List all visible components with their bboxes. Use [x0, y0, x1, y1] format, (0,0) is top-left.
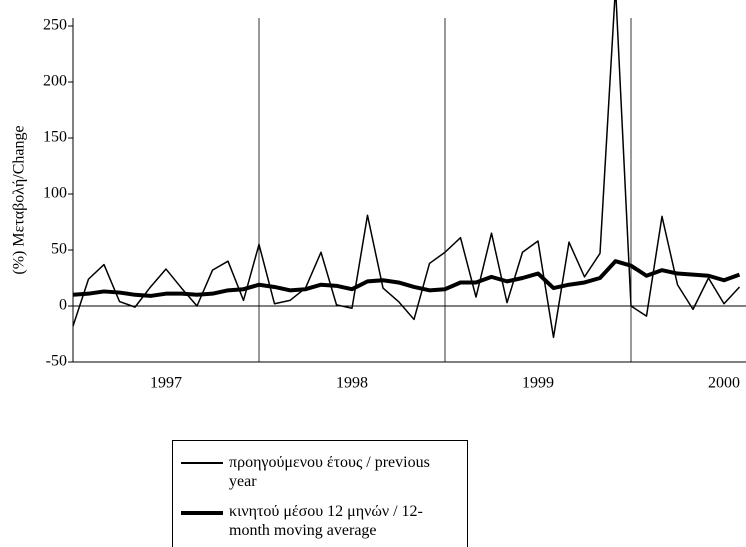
y-tick-label: 150 [43, 129, 67, 146]
legend-item: κινητού μέσου 12 μηνών / 12-month moving… [181, 502, 459, 540]
legend-label: προηγούμενου έτους / previous year [229, 454, 430, 490]
x-tick-label: 1997 [150, 375, 182, 392]
legend-item: προηγούμενου έτους / previous year [181, 453, 459, 491]
data-line [72, 0, 741, 339]
y-tick-label: -50 [46, 353, 67, 370]
legend-swatch [181, 511, 223, 515]
y-tick-label: 200 [43, 73, 67, 90]
x-tick-label: 1998 [336, 375, 368, 392]
legend-label: κινητού μέσου 12 μηνών / 12-month moving… [229, 503, 423, 539]
legend: προηγούμενου έτους / previous year κινητο… [172, 440, 468, 547]
x-tick-label: 1999 [522, 375, 554, 392]
y-tick-label: 0 [59, 297, 67, 314]
legend-swatch [181, 462, 223, 464]
x-tick-label: 2000 [708, 375, 740, 392]
y-axis-label: (%) Μεταβολή/Change [11, 125, 28, 274]
y-tick-label: 250 [43, 17, 67, 34]
data-line [72, 259, 741, 298]
y-tick-label: 50 [51, 241, 67, 258]
y-tick-label: 100 [43, 185, 67, 202]
